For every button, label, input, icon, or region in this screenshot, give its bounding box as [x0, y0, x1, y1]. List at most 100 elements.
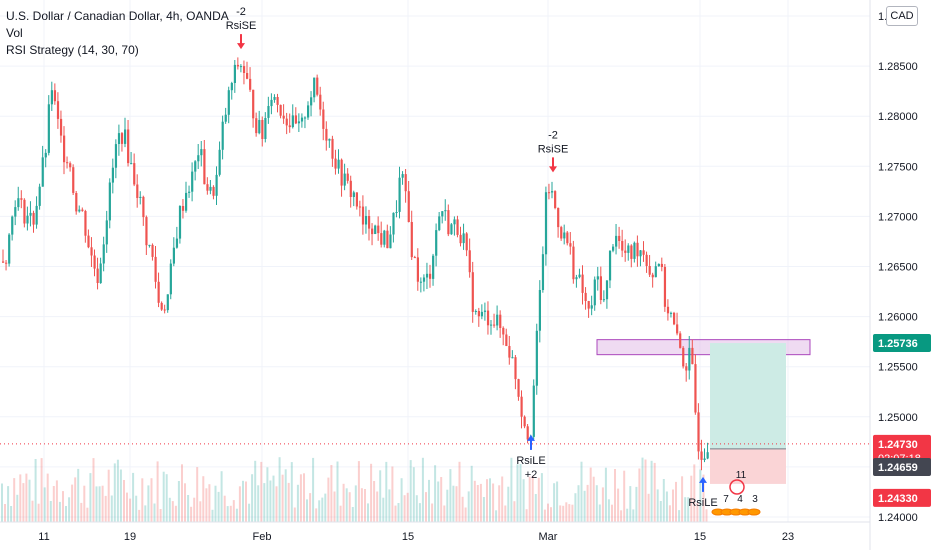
volume-bar — [534, 494, 537, 522]
volume-bar — [312, 457, 315, 522]
volume-bar — [348, 492, 351, 522]
candle-body — [172, 247, 175, 264]
volume-bar — [62, 491, 64, 522]
symbol-title[interactable]: U.S. Dollar / Canadian Dollar, 4h, OANDA — [6, 9, 229, 23]
candle-body — [267, 106, 270, 118]
candle-body — [32, 212, 35, 225]
volume-bar — [278, 457, 281, 522]
candle-body — [587, 301, 590, 309]
candle-body — [432, 255, 435, 279]
volume-bar — [235, 508, 238, 522]
candle-body — [11, 216, 14, 235]
candle-body — [673, 312, 676, 325]
candle-body — [227, 90, 230, 115]
volume-bar — [574, 493, 577, 522]
long-arrow-icon — [527, 434, 535, 450]
time-tick-label: 15 — [402, 531, 414, 543]
candle-body — [660, 263, 663, 267]
volume-bar — [559, 505, 562, 522]
candle-body — [96, 268, 99, 283]
candle-body — [279, 104, 282, 116]
candle-body — [258, 120, 261, 134]
volume-bar — [543, 509, 546, 522]
candle-body — [688, 347, 691, 371]
volume-bar — [565, 502, 568, 522]
volume-bar — [327, 477, 330, 522]
candle-body — [233, 64, 236, 83]
candle-body — [456, 219, 459, 235]
volume-bar — [177, 481, 180, 522]
volume-bar — [65, 506, 67, 522]
volume-bar — [52, 486, 55, 522]
volume-bar — [132, 472, 135, 522]
candle-body — [145, 217, 148, 246]
candle-body — [93, 255, 96, 269]
volume-bar — [607, 499, 610, 522]
volume-bar — [586, 484, 589, 522]
volume-bar — [89, 473, 92, 522]
volume-bar — [156, 461, 159, 522]
candle-body — [474, 311, 477, 312]
volume-bar — [144, 505, 147, 522]
volume-bar — [370, 463, 373, 522]
candle-body — [486, 310, 490, 326]
candle-body — [560, 227, 563, 239]
event-badge-icon — [729, 479, 745, 495]
volume-bar — [116, 459, 119, 522]
volume-bar — [83, 485, 86, 522]
candle-body — [291, 115, 294, 128]
volume-indicator-label[interactable]: Vol — [6, 26, 23, 40]
candle-body — [35, 205, 38, 225]
volume-bar — [653, 462, 656, 522]
candle-body — [371, 228, 374, 235]
candle-body — [300, 117, 304, 122]
candle-body — [130, 163, 133, 165]
volume-bar — [171, 501, 174, 522]
volume-bar — [22, 483, 25, 522]
volume-bar — [324, 493, 327, 522]
candle-body — [538, 290, 541, 331]
candle-body — [114, 144, 118, 168]
candle-body — [5, 262, 8, 264]
stop-price-label: 1.24330 — [878, 493, 918, 505]
volume-bar — [675, 481, 677, 522]
candle-body — [575, 277, 578, 280]
candle-body — [29, 212, 32, 216]
rsi-strategy-label[interactable]: RSI Strategy (14, 30, 70) — [6, 43, 139, 57]
candle-body — [392, 212, 395, 235]
volume-bar — [135, 495, 138, 522]
volume-bar — [476, 485, 479, 522]
candle-body — [654, 266, 657, 278]
volume-bar — [400, 478, 403, 522]
candle-body — [319, 94, 322, 110]
volume-bar — [501, 476, 504, 522]
volume-bar — [425, 492, 427, 522]
candle-body — [563, 232, 566, 239]
candle-body — [651, 274, 654, 278]
candle-body — [288, 125, 291, 128]
candle-body — [188, 191, 191, 193]
volume-bar — [95, 486, 98, 522]
candle-body — [505, 334, 508, 346]
volume-bar — [49, 501, 52, 522]
volume-bar — [665, 491, 668, 522]
event-number: 7 — [723, 494, 729, 505]
volume-bar — [656, 489, 659, 522]
currency-button[interactable]: CAD — [886, 6, 918, 26]
candle-body — [429, 273, 432, 279]
candle-body — [120, 133, 124, 144]
candle-body — [166, 294, 169, 311]
volume-bar — [385, 461, 388, 522]
candle-body — [541, 254, 545, 290]
volume-bar — [562, 505, 565, 522]
candle-body — [209, 186, 212, 191]
target-price-label-bg — [873, 334, 931, 353]
volume-bar — [629, 486, 632, 522]
volume-bar — [431, 503, 434, 522]
volume-bar — [214, 485, 217, 522]
stop-price-label-bg — [873, 488, 931, 507]
volume-bar — [592, 476, 595, 522]
candle-body — [496, 314, 499, 326]
